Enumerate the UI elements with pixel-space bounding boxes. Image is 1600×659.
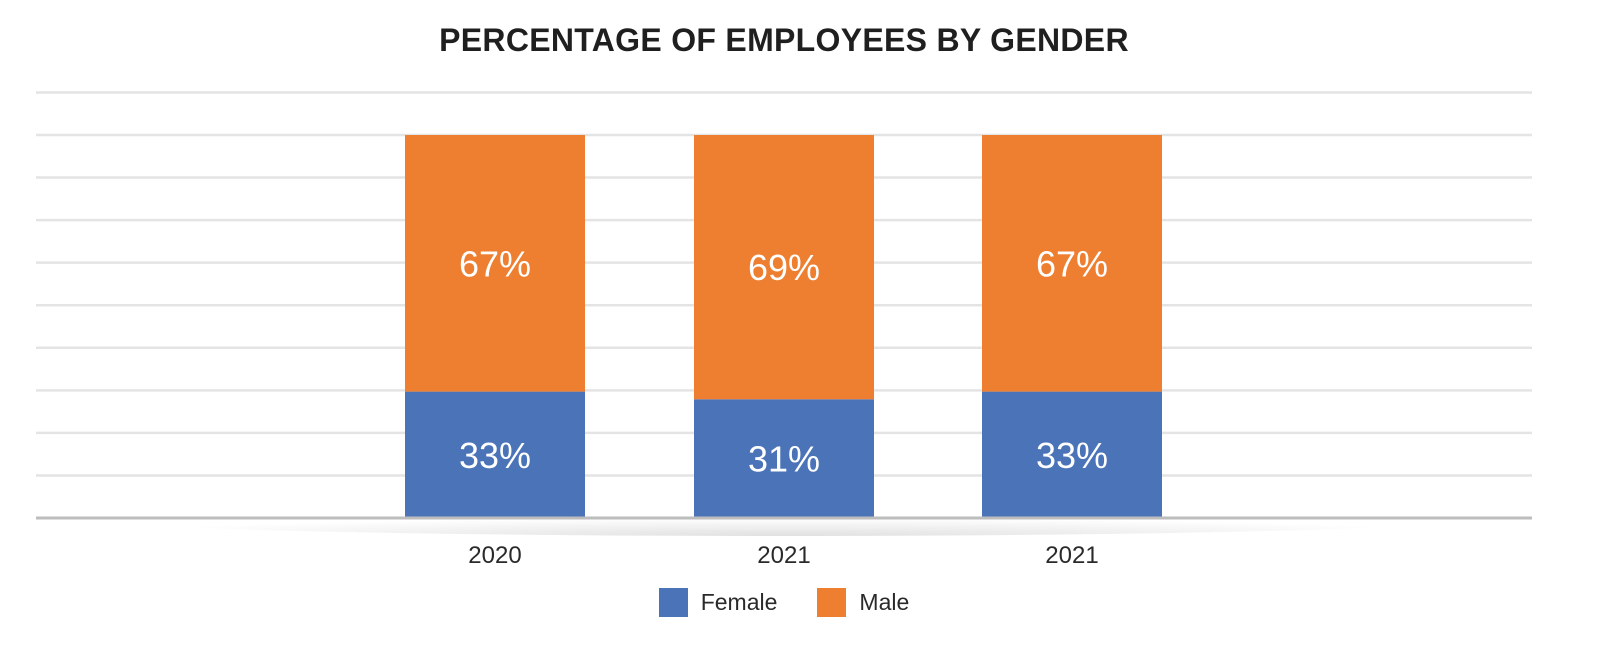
x-tick-label: 2020 xyxy=(468,542,521,569)
bar-female-1 xyxy=(694,399,874,518)
bar-male-0 xyxy=(405,135,585,392)
data-label-male-0: 67% xyxy=(459,243,531,284)
legend-label-male: Male xyxy=(859,589,910,615)
data-label-male-1: 69% xyxy=(748,247,820,288)
legend-swatch-female xyxy=(658,588,688,617)
data-label-female-0: 33% xyxy=(459,435,531,476)
data-label-female-1: 31% xyxy=(748,439,820,480)
legend-item-female: Female xyxy=(658,588,778,617)
bar-male-1 xyxy=(694,135,874,400)
legend-label-female: Female xyxy=(700,589,778,615)
legend: Female Male xyxy=(0,588,1568,617)
legend-swatch-male xyxy=(817,588,847,617)
chart-title: PERCENTAGE OF EMPLOYEES BY GENDER xyxy=(439,22,1129,58)
bar-female-2 xyxy=(982,391,1162,518)
legend-item-male: Male xyxy=(817,588,909,617)
x-tick-label: 2021 xyxy=(757,542,810,569)
x-tick-label: 2021 xyxy=(1045,542,1098,569)
bar-male-2 xyxy=(982,135,1162,392)
bar-female-0 xyxy=(405,391,585,518)
data-label-female-2: 33% xyxy=(1036,435,1108,476)
data-label-male-2: 67% xyxy=(1036,243,1108,284)
